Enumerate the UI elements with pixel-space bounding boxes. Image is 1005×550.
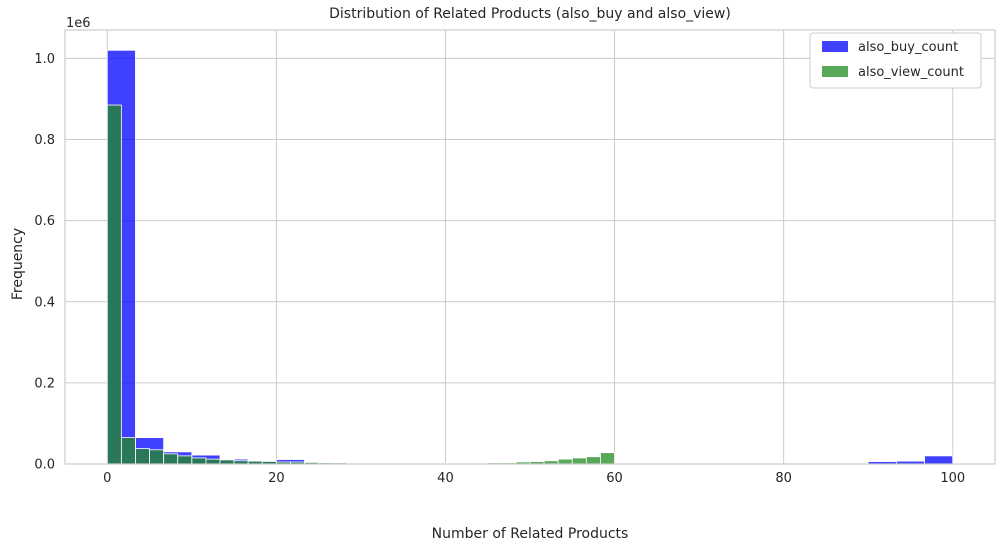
bar-also_view_count [191,457,207,465]
y-axis-offset-label: 1e6 [66,16,91,31]
y-axis-ticks: 0.0 0.2 0.4 0.6 0.8 1.0 [34,52,55,473]
x-tick-label: 20 [268,471,285,486]
bar-also_view_count [571,457,587,465]
legend-label-also-view: also_view_count [858,65,964,80]
bar-also_view_count [120,437,136,465]
y-axis-label: Frequency [10,228,26,300]
y-tick-label: 0.8 [34,133,55,148]
bar-also_view_count [149,449,165,465]
y-tick-label: 0.6 [34,214,55,229]
bar-also_view_count [163,453,179,465]
y-tick-label: 0.4 [34,295,55,310]
bar-also_view_count [557,458,573,465]
series-also_view_count [106,104,630,465]
x-tick-label: 100 [940,471,965,486]
plot-frame [64,29,996,465]
x-axis-label: Number of Related Products [432,526,629,542]
bar-also_buy_count [924,455,954,465]
bar-also_view_count [106,104,122,465]
x-tick-label: 0 [103,471,111,486]
histogram-bars [106,49,954,465]
y-tick-label: 0.0 [34,458,55,473]
bar-also_view_count [205,458,221,465]
bar-also_view_count [600,452,615,465]
legend-swatch-also-buy [822,41,848,52]
bar-also_view_count [177,455,193,465]
x-tick-label: 80 [775,471,792,486]
bar-also_view_count [585,456,601,465]
x-tick-label: 40 [437,471,454,486]
bar-also_view_count [219,459,235,465]
y-tick-label: 1.0 [34,52,55,67]
x-axis-ticks: 0 20 40 60 80 100 [103,471,965,486]
legend-label-also-buy: also_buy_count [858,40,958,55]
y-tick-label: 0.2 [34,376,55,391]
chart-title: Distribution of Related Products (also_b… [329,6,731,22]
legend-swatch-also-view [822,66,848,77]
x-tick-label: 60 [606,471,623,486]
legend-box [809,32,982,89]
bar-also_view_count [135,448,150,465]
legend: also_buy_count also_view_count [809,32,982,89]
